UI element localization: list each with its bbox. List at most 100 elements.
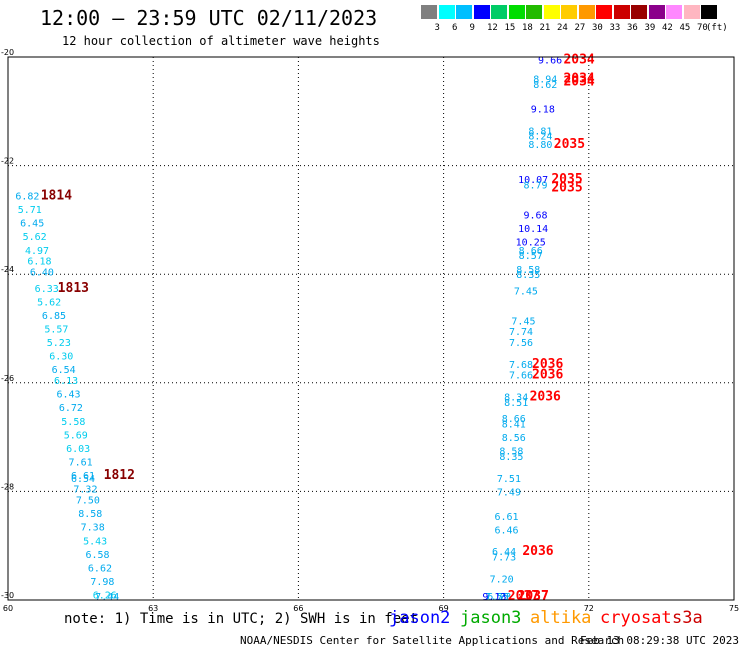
scale-label: 9 — [469, 23, 475, 33]
wave-height-label: 7.45 — [511, 316, 535, 327]
scale-label: 18 — [522, 23, 533, 33]
scale-label: 15 — [504, 23, 516, 33]
scale-label: 45 — [679, 23, 691, 33]
scale-label: 30 — [592, 23, 603, 33]
pass-time-label: 2034 — [563, 53, 594, 68]
wave-height-label: 8.35 — [516, 270, 540, 281]
lon-tick-label: 60 — [3, 604, 13, 613]
wave-height-marks: 6.82 5.71 6.45 5.62 4.976.186.40 6.33 5.62 6.85… — [15, 53, 595, 604]
wave-height-label: 7.50 — [76, 496, 100, 507]
scale-swatch — [631, 5, 648, 19]
wave-height-label: 6.82 — [15, 191, 39, 202]
scale-label: 70 — [697, 23, 708, 33]
scale-swatch — [421, 5, 438, 19]
wave-height-label: 7.38 — [81, 523, 105, 534]
wave-height-label: 4.97 — [25, 246, 49, 257]
satellite-cryosat: cryosat — [600, 608, 672, 628]
wave-height-label: 5.69 — [64, 430, 88, 441]
scale-swatch — [701, 5, 718, 19]
pass-time-label: 2036 — [532, 368, 563, 383]
wave-height-label: 8.34 — [504, 392, 528, 403]
wave-height-label: 6.18 — [27, 257, 51, 268]
wave-height-label: 6.30 — [49, 352, 73, 363]
wave-height-label: 8.80 — [528, 140, 552, 151]
scale-label: 21 — [539, 23, 551, 33]
footer-timestamp: Feb 13 08:29:38 UTC 2023 — [580, 634, 739, 647]
wave-height-label: 7.51 — [497, 474, 521, 485]
wave-height-label: 10.14 — [518, 224, 548, 235]
scale-swatch — [666, 5, 683, 19]
wave-height-label: 8.58 — [78, 509, 102, 520]
scale-label: 36 — [627, 23, 638, 33]
scale-swatch — [683, 5, 701, 19]
wave-height-label: 8.81 — [528, 126, 552, 137]
wave-height-label: 6.73 — [487, 592, 511, 603]
satellite-s3a: s3a — [672, 608, 703, 628]
wave-height-label: 6.43 — [56, 390, 80, 401]
wave-height-label: 5.43 — [83, 536, 107, 547]
wave-height-label: 9.68 — [524, 210, 548, 221]
wave-height-label: 6.26 — [93, 591, 117, 602]
wave-height-label: 6.85 — [42, 311, 66, 322]
wave-height-label: 8.24 — [528, 132, 552, 143]
wave-height-label: 6.54 — [71, 474, 95, 485]
pass-time-label: 2036 — [522, 544, 553, 559]
wave-height-label: 7.44 — [95, 592, 119, 603]
wave-height-label: 6.46 — [494, 525, 518, 536]
scale-label: 33 — [609, 23, 621, 33]
wave-height-label: 8.94 — [533, 75, 557, 86]
scale-swatch — [648, 5, 666, 19]
wave-height-label: 7.68 — [509, 360, 533, 371]
wave-height-label: 6.61 — [494, 512, 518, 523]
scale-swatch — [456, 5, 473, 19]
pass-time-label: 1814 — [41, 188, 72, 203]
wave-height-label: 5.62 — [23, 232, 47, 243]
wave-height-label: 5.62 — [37, 297, 61, 308]
wave-height-label: 8.66 — [519, 246, 543, 257]
wave-height-label: 8.57 — [519, 251, 543, 262]
satellite-altika: altika — [530, 608, 592, 628]
wave-height-label: 6.54 — [52, 365, 76, 376]
pass-time-label: 2034 — [563, 72, 594, 87]
wave-height-label: 9.66 — [538, 56, 562, 67]
wave-height-label: 7.66 — [509, 371, 533, 382]
wave-height-label: 8.62 — [533, 80, 557, 91]
pass-time-label: 2036 — [530, 389, 561, 404]
scale-swatch — [526, 5, 543, 19]
wave-height-label: 7.20 — [490, 574, 514, 585]
wave-height-label: 6.72 — [59, 403, 83, 414]
scale-swatch — [438, 5, 456, 19]
wave-height-label: 5.23 — [47, 338, 71, 349]
scale-label: 3 — [434, 23, 440, 33]
wave-height-label: 7.32 — [73, 485, 97, 496]
scale-swatch — [491, 5, 508, 19]
wave-height-label: 7.79 — [485, 592, 509, 603]
lat-tick-label: -20 — [1, 48, 14, 57]
wave-height-label: 6.61 — [71, 471, 95, 482]
wave-height-label: 8.41 — [502, 420, 526, 431]
wave-height-label: 7.61 — [69, 458, 93, 469]
scale-label: 12 — [487, 23, 498, 33]
lon-tick-label: 72 — [584, 604, 594, 613]
wave-height-label: 7.98 — [90, 577, 114, 588]
wave-height-label: 9.18 — [531, 105, 555, 116]
map-grid — [8, 57, 734, 600]
satellite-jason3: jason3 — [460, 608, 522, 628]
wave-height-label: 5.57 — [44, 325, 68, 336]
wave-height-label: 8.56 — [502, 433, 526, 444]
wave-height-label: 6.62 — [88, 563, 112, 574]
wave-height-label: 6.33 — [35, 284, 59, 295]
wave-height-label: 10.07 — [518, 175, 548, 186]
wave-height-label: 7.73 — [492, 553, 516, 564]
scale-swatch — [508, 5, 526, 19]
wave-height-label: 6.45 — [20, 219, 44, 230]
wave-height-label: 5.71 — [18, 205, 42, 216]
map-title: 12:00 — 23:59 UTC 02/11/2023 — [40, 6, 378, 30]
footer-note: note: 1) Time is in UTC; 2) SWH is in fe… — [64, 611, 419, 627]
pass-time-label: 2036 — [532, 357, 563, 372]
map-frame — [7, 56, 735, 601]
scale-swatch — [473, 5, 491, 19]
wave-height-label: 8.35 — [499, 452, 523, 463]
lon-tick-label: 75 — [729, 604, 739, 613]
